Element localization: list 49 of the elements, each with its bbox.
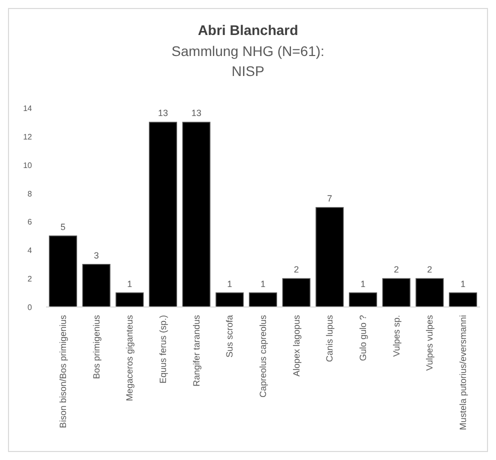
bar <box>448 292 478 308</box>
x-tick-label: Capreolus capreolus <box>258 314 268 398</box>
data-label: 2 <box>294 264 299 275</box>
y-tick-label: 0 <box>28 303 33 312</box>
x-tick-label: Equus ferus (sp.) <box>158 315 168 384</box>
bar <box>48 236 78 308</box>
data-label: 7 <box>327 194 332 204</box>
bar <box>316 207 344 308</box>
y-tick-label: 6 <box>28 218 33 227</box>
bar <box>148 122 178 308</box>
data-label: 1 <box>360 278 366 289</box>
bar <box>382 278 410 308</box>
bar <box>248 292 278 308</box>
data-label: 1 <box>127 278 132 289</box>
data-label: 2 <box>394 264 399 275</box>
data-label: 2 <box>427 264 432 275</box>
y-tick-label: 10 <box>23 160 33 170</box>
data-label: 13 <box>158 108 168 118</box>
bar <box>416 278 444 308</box>
x-tick-label: Bison bison/Bos primigenius <box>58 314 68 428</box>
x-tick-label: Vulpes sp. <box>391 315 402 357</box>
x-tick-label: Gulo gulo ? <box>358 315 368 362</box>
chart-title: Abri Blanchard <box>198 22 298 38</box>
x-tick-label: Sus scrofa <box>224 315 235 358</box>
data-label: 1 <box>260 278 266 289</box>
data-label: 3 <box>94 250 99 260</box>
data-label: 13 <box>191 108 202 118</box>
y-tick-label: 14 <box>23 104 33 113</box>
y-tick-label: 2 <box>28 274 33 284</box>
y-tick-label: 12 <box>23 132 33 142</box>
bar <box>116 292 144 308</box>
x-tick-label: Mustela putorius/eversmanni <box>458 315 468 430</box>
bar <box>182 122 210 308</box>
bar <box>348 292 378 308</box>
data-label: 5 <box>60 222 66 232</box>
x-tick-label: Alopex lagopus <box>291 314 302 377</box>
bar <box>282 278 310 308</box>
x-tick-label: Bos primigenius <box>91 314 102 380</box>
bar <box>216 292 244 308</box>
y-tick-label: 8 <box>28 189 33 198</box>
data-label: 1 <box>460 278 466 289</box>
x-tick-label: Canis lupus <box>324 314 335 362</box>
x-tick-label: Megaceros giganteus <box>124 314 135 402</box>
data-label: 1 <box>227 278 232 289</box>
x-tick-label: Vulpes vulpes <box>424 314 435 371</box>
x-tick-label: Rangifer tarandus <box>191 314 202 387</box>
chart-subtitle: Sammlung NHG (N=61): NISP <box>172 43 324 79</box>
bar <box>82 264 110 308</box>
y-tick-label: 4 <box>28 246 33 256</box>
